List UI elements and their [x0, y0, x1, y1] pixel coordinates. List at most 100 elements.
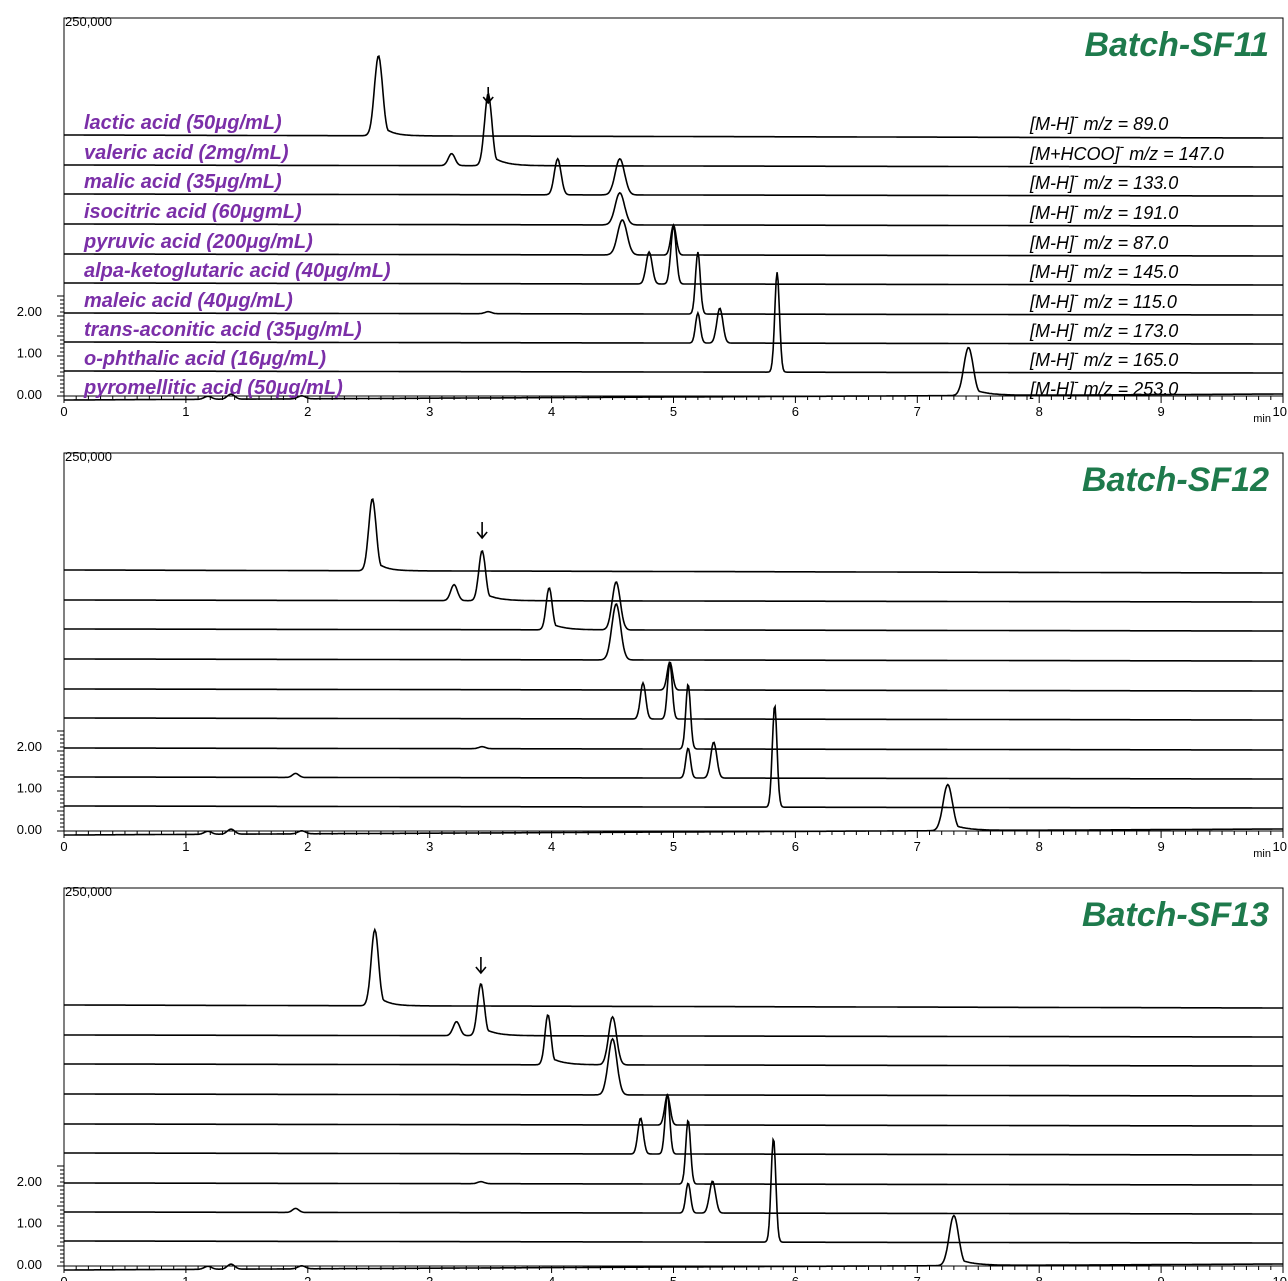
ion-label: [M-H]- m/z = 145.0 [1029, 256, 1178, 282]
y-max-label: 250,000 [65, 14, 112, 29]
y-tick-label: 1.00 [17, 1216, 42, 1231]
peak-arrow-icon [482, 87, 494, 105]
x-tick-label: 4 [548, 839, 555, 854]
x-tick-label: 1 [182, 1274, 189, 1281]
plot-frame [63, 452, 1284, 831]
peak-arrow-icon [476, 522, 488, 540]
x-tick-label: 0 [60, 404, 67, 419]
compound-label: alpa-ketoglutaric acid (40μg/mL) [84, 260, 391, 282]
plot-frame [63, 17, 1284, 396]
compound-label: lactic acid (50μg/mL) [84, 112, 282, 134]
trace-line [64, 307, 1283, 345]
x-tick-label: 2 [304, 839, 311, 854]
ion-label: [M-H]- m/z = 165.0 [1029, 344, 1178, 370]
x-tick-label: 6 [792, 404, 799, 419]
trace-line [64, 1136, 1283, 1244]
trace-line [64, 1093, 1283, 1127]
x-tick-label: 9 [1157, 839, 1164, 854]
x-tick-label: 1 [182, 404, 189, 419]
y-max-label: 250,000 [65, 884, 112, 899]
x-tick-label: 0 [60, 1274, 67, 1281]
trace-line [64, 983, 1283, 1038]
y-max-label: 250,000 [65, 449, 112, 464]
peak-arrow-icon [475, 957, 487, 975]
x-tick-label: 7 [914, 1274, 921, 1281]
batch-title: Batch-SF12 [1082, 461, 1269, 499]
x-tick-label: 5 [670, 839, 677, 854]
trace-line [64, 1119, 1283, 1186]
ion-label: [M-H]- m/z = 253.0 [1029, 373, 1178, 399]
trace-line [64, 92, 1283, 168]
batch-title: Batch-SF13 [1082, 896, 1269, 934]
x-tick-label: 3 [426, 404, 433, 419]
y-tick-label: 1.00 [17, 346, 42, 361]
panel-3: 012345678910min0.001.002.00250,000Batch-… [17, 884, 1287, 1281]
x-tick-label: 9 [1157, 1274, 1164, 1281]
compound-label: malic acid (35μg/mL) [84, 171, 282, 193]
y-tick-label: 2.00 [17, 739, 42, 754]
y-tick-label: 2.00 [17, 1174, 42, 1189]
x-tick-label: 3 [426, 839, 433, 854]
y-tick-label: 0.00 [17, 1257, 42, 1272]
plot-frame [63, 887, 1284, 1266]
trace-line [64, 683, 1283, 751]
x-tick-label: 1 [182, 839, 189, 854]
x-tick-label: 4 [548, 404, 555, 419]
compound-label: valeric acid (2mg/mL) [84, 142, 289, 164]
batch-title: Batch-SF11 [1084, 26, 1269, 64]
trace-line [64, 741, 1283, 780]
trace-line [64, 661, 1283, 692]
compound-label: pyromellitic acid (50μg/mL) [83, 377, 343, 399]
compound-label: isocitric acid (60μgmL) [84, 201, 302, 223]
trace-line [64, 225, 1283, 286]
x-tick-label: 2 [304, 1274, 311, 1281]
compound-label: o-phthalic acid (16μg/mL) [84, 348, 326, 370]
trace-line [64, 55, 1283, 139]
y-tick-label: 0.00 [17, 822, 42, 837]
ion-label: [M-H]- m/z = 87.0 [1029, 227, 1168, 253]
trace-line [64, 581, 1283, 632]
trace-line [64, 157, 1283, 197]
ion-label: [M+HCOO]- m/z = 147.0 [1029, 138, 1224, 164]
ion-label: [M-H]- m/z = 89.0 [1029, 108, 1168, 134]
trace-line [64, 1037, 1283, 1097]
ion-label: [M-H]- m/z = 173.0 [1029, 315, 1178, 341]
x-tick-label: 10 [1273, 839, 1287, 854]
x-tick-label: 8 [1036, 404, 1043, 419]
trace-line [64, 251, 1283, 316]
y-tick-label: 1.00 [17, 781, 42, 796]
compound-label: maleic acid (40μg/mL) [84, 290, 293, 312]
y-tick-label: 2.00 [17, 304, 42, 319]
trace-line [64, 1013, 1283, 1067]
trace-line [64, 1093, 1283, 1156]
x-tick-label: 7 [914, 404, 921, 419]
x-tick-label: 10 [1273, 1274, 1287, 1281]
x-tick-label: 2 [304, 404, 311, 419]
y-tick-label: 0.00 [17, 387, 42, 402]
panels-layer: 0 1 2 3 4 5 6 7 8 9 10min0.001.002.00250,000Batch-… [17, 14, 1287, 1281]
x-tick-label: 0 [60, 839, 67, 854]
x-unit-label: min [1253, 848, 1271, 860]
x-unit-label: min [1253, 413, 1271, 425]
ion-label: [M-H]- m/z = 133.0 [1029, 167, 1178, 193]
x-tick-label: 6 [792, 839, 799, 854]
trace-line [64, 219, 1283, 257]
trace-line [64, 1180, 1283, 1215]
x-tick-label: 5 [670, 404, 677, 419]
compound-label: pyruvic acid (200μg/mL) [83, 231, 313, 253]
x-tick-label: 10 [1273, 404, 1287, 419]
x-tick-label: 3 [426, 1274, 433, 1281]
x-tick-label: 5 [670, 1274, 677, 1281]
x-tick-label: 9 [1157, 404, 1164, 419]
x-tick-label: 6 [792, 1274, 799, 1281]
trace-line [64, 662, 1283, 721]
compound-label: trans-aconitic acid (35μg/mL) [84, 319, 362, 341]
trace-line [64, 550, 1283, 603]
x-tick-label: 4 [548, 1274, 555, 1281]
x-tick-label: 8 [1036, 1274, 1043, 1281]
x-tick-label: 7 [914, 839, 921, 854]
trace-line [64, 603, 1283, 662]
x-tick-label: 8 [1036, 839, 1043, 854]
